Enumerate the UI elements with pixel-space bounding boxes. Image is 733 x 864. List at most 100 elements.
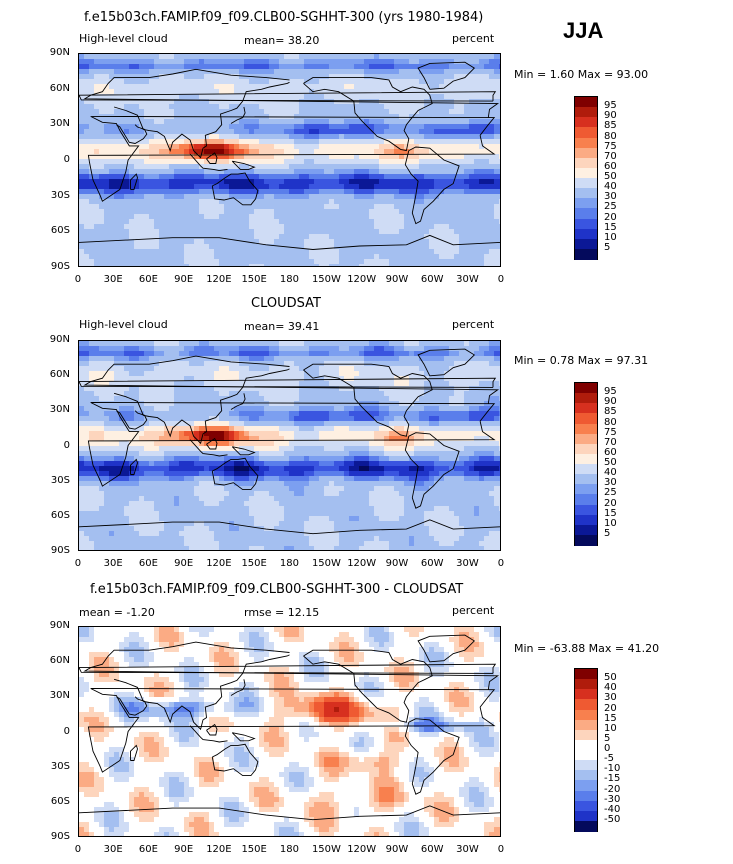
panel-2-map (78, 340, 501, 551)
colorbar-level-label: 10 (604, 722, 617, 734)
colorbar-swatch (575, 669, 597, 680)
panel-1-title: f.e15b03ch.FAMIP.f09_f09.CLB00-SGHHT-300… (84, 10, 484, 25)
lon-tick-label: 120E (206, 274, 232, 285)
lon-tick-label: 120E (206, 844, 232, 855)
colorbar-swatch (575, 248, 597, 260)
panel-1-mean-label: mean= 38.20 (244, 34, 320, 47)
colorbar-level-label: 25 (604, 201, 617, 213)
colorbar-level-label: 30 (604, 692, 617, 704)
contour-cells (79, 627, 500, 836)
colorbar-swatch (575, 494, 597, 505)
lon-tick-label: 30W (456, 274, 479, 285)
panel-3-map (78, 626, 501, 837)
lon-tick-label: 60W (420, 558, 444, 569)
panel-2-contour-field (79, 341, 500, 550)
lon-tick-label: 180 (279, 274, 299, 285)
colorbar-swatch (575, 780, 597, 791)
colorbar-level-label: 85 (604, 406, 617, 418)
lat-tick-label: 0 (63, 439, 70, 451)
colorbar-swatch (575, 433, 597, 445)
lon-tick-label: 30W (456, 844, 479, 855)
colorbar-swatch (575, 760, 597, 771)
panel-2-title: CLOUDSAT (251, 296, 321, 311)
panel-3-rmse-label: rmse = 12.15 (244, 606, 320, 619)
lon-tick-label: 30E (103, 274, 123, 285)
lat-tick-label: 30S (50, 189, 70, 201)
lon-tick-label: 120E (206, 558, 232, 569)
colorbar-level-label: 80 (604, 130, 617, 142)
lat-tick-label: 90S (50, 261, 70, 272)
panel-2-minmax: Min = 0.78 Max = 97.31 (514, 354, 649, 367)
colorbar-swatch (575, 709, 597, 721)
lon-tick-label: 150E (241, 558, 267, 569)
colorbar-level-label: 95 (604, 100, 617, 112)
panel-2-left-label: High-level cloud (79, 318, 168, 331)
colorbar-level-label: 20 (604, 211, 617, 223)
colorbar-level-label: 75 (604, 426, 617, 438)
colorbar-swatch (575, 770, 597, 781)
lon-tick-label: 90W (385, 558, 409, 569)
lon-tick-label: 90E (174, 844, 194, 855)
colorbar-level-label: 60 (604, 446, 617, 458)
lon-tick-label: 180 (279, 558, 299, 569)
colorbar-level-label: 70 (604, 436, 617, 448)
colorbar-level-label: -50 (604, 813, 621, 825)
contour-cells (79, 341, 500, 550)
lon-tick-label: 150E (241, 274, 267, 285)
lon-tick-label: 120W (347, 844, 377, 855)
lat-tick-label: 60S (50, 509, 70, 521)
colorbar-swatch (575, 810, 597, 822)
panel-1-units-label: percent (452, 32, 495, 45)
lon-tick-label: 150W (311, 844, 341, 855)
colorbar-swatch (575, 464, 597, 475)
colorbar-level-label: 90 (604, 396, 617, 408)
lon-tick-label: 150W (311, 274, 341, 285)
lat-tick-label: 90S (50, 831, 70, 842)
panel-1-contour-field (79, 54, 500, 266)
lon-tick-label: 0 (497, 274, 505, 285)
lon-tick-label: 0 (74, 558, 82, 569)
colorbar-swatch (575, 739, 597, 751)
lon-tick-label: 90W (385, 844, 409, 855)
colorbar-level-label: -10 (604, 763, 621, 775)
lat-tick-label: 90S (50, 545, 70, 556)
lon-tick-label: 150W (311, 558, 341, 569)
lat-tick-label: 60S (50, 225, 70, 237)
lon-tick-label: 90W (385, 274, 409, 285)
lat-tick-label: 30N (49, 404, 70, 416)
colorbar-swatch (575, 699, 597, 710)
colorbar-level-label: 5 (604, 527, 611, 539)
colorbar-level-label: -20 (604, 783, 621, 795)
coastline-outlines (79, 634, 500, 821)
colorbar-swatch (575, 534, 597, 546)
colorbar-swatch (575, 403, 597, 414)
colorbar-level-label: 40 (604, 467, 617, 479)
lon-tick-label: 180 (279, 844, 299, 855)
lon-tick-label: 120W (347, 558, 377, 569)
coastline-outlines (79, 61, 500, 250)
colorbar-swatch (575, 178, 597, 189)
lon-tick-label: 150E (241, 844, 267, 855)
colorbar-swatch (575, 383, 597, 394)
colorbar-swatch (575, 147, 597, 159)
panel-3-contour-field (79, 627, 500, 836)
colorbar-swatch (575, 474, 597, 485)
colorbar-level-label: 5 (604, 732, 611, 744)
lat-tick-label: 90N (49, 47, 70, 58)
colorbar-swatch (575, 453, 597, 465)
colorbar-level-label: 5 (604, 241, 611, 253)
colorbar-level-label: -30 (604, 793, 621, 805)
lon-tick-label: 0 (74, 844, 82, 855)
colorbar-swatch (575, 413, 597, 424)
colorbar-swatch (575, 188, 597, 199)
lat-tick-label: 0 (63, 154, 70, 165)
lat-tick-label: 60N (49, 369, 70, 381)
colorbar-level-label: 90 (604, 110, 617, 122)
colorbar-level-label: 50 (604, 457, 617, 468)
colorbar-level-label: 10 (604, 517, 617, 529)
lat-tick-label: 30N (49, 690, 70, 702)
panel-3-colorbar (574, 668, 598, 832)
colorbar-level-label: -40 (604, 803, 621, 815)
colorbar-level-label: 10 (604, 231, 617, 243)
colorbar-swatch (575, 504, 597, 516)
